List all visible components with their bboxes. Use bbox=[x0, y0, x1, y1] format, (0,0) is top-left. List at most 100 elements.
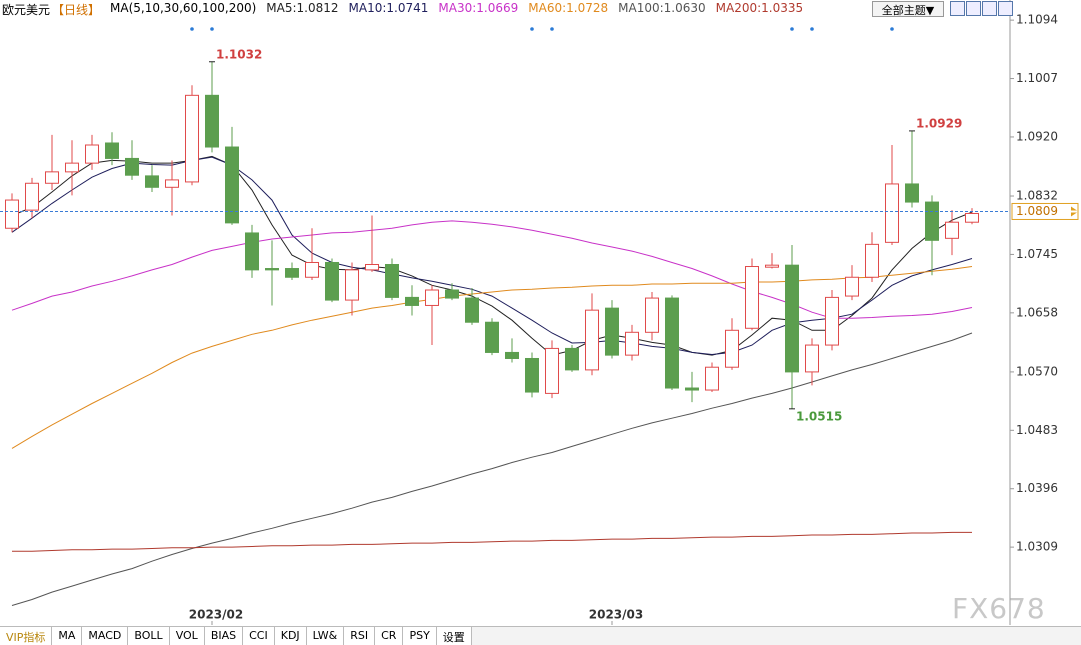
candle-body bbox=[205, 94, 219, 148]
icon-button[interactable] bbox=[982, 1, 997, 16]
candle-body bbox=[845, 276, 859, 297]
indicator-tab[interactable]: RSI bbox=[344, 627, 376, 645]
candle-body bbox=[285, 268, 299, 278]
indicator-tab[interactable]: CR bbox=[375, 627, 404, 645]
candle-body bbox=[785, 264, 799, 373]
legend-entry: MA200:1.0335 bbox=[715, 1, 804, 15]
legend-entry: MA30:1.0669 bbox=[438, 1, 519, 15]
y-tick-label: 1.1007 bbox=[1016, 71, 1058, 85]
candle-body bbox=[165, 179, 179, 188]
event-marker bbox=[530, 27, 534, 31]
candle-body bbox=[905, 183, 919, 203]
candle-body bbox=[505, 351, 519, 359]
y-tick-label: 1.0920 bbox=[1016, 129, 1058, 143]
candle-body bbox=[825, 296, 839, 346]
candle-body bbox=[485, 321, 499, 353]
indicator-tab[interactable]: BIAS bbox=[204, 627, 244, 645]
indicator-tab[interactable]: KDJ bbox=[274, 627, 307, 645]
low-label: 1.0515 bbox=[796, 409, 842, 423]
indicator-tab[interactable]: MA bbox=[52, 627, 83, 645]
y-tick-label: 1.0483 bbox=[1016, 423, 1058, 437]
candle-body bbox=[65, 162, 79, 173]
legend-entry: MA100:1.0630 bbox=[618, 1, 706, 15]
indicator: MA(5,10,30,60,100,200) bbox=[110, 1, 257, 15]
candle-body bbox=[945, 221, 959, 239]
candle-body bbox=[185, 94, 199, 183]
candle-body bbox=[745, 266, 759, 329]
candle-body bbox=[705, 366, 719, 391]
candle-body bbox=[145, 175, 159, 188]
candle-body bbox=[405, 296, 419, 306]
last-price-box bbox=[1011, 202, 1079, 220]
candle-body bbox=[625, 331, 639, 356]
candle-body bbox=[925, 201, 939, 241]
candle-body bbox=[225, 146, 239, 224]
event-marker bbox=[210, 27, 214, 31]
ma-line bbox=[12, 531, 972, 552]
ma-line bbox=[11, 332, 973, 606]
y-tick-label: 1.0832 bbox=[1016, 189, 1058, 203]
theme-button[interactable]: 全部主题▼ bbox=[872, 1, 944, 17]
indicator-tab[interactable]: MACD bbox=[82, 627, 129, 645]
candle-body bbox=[125, 157, 139, 176]
candle-body bbox=[805, 344, 819, 373]
candle-body bbox=[865, 243, 879, 278]
candle-body bbox=[665, 297, 679, 389]
candle-body bbox=[365, 264, 379, 271]
icon-button[interactable] bbox=[966, 1, 981, 16]
candle-body bbox=[765, 264, 779, 268]
last-price-arrow bbox=[1071, 206, 1077, 217]
period[interactable]: 【日线】 bbox=[52, 3, 101, 17]
candle-body bbox=[245, 232, 259, 271]
candle-body bbox=[525, 357, 539, 393]
symbol: 欧元美元 bbox=[2, 3, 51, 17]
candle-body bbox=[585, 309, 599, 371]
indicator-tab[interactable]: PSY bbox=[403, 627, 437, 645]
candle-body bbox=[965, 212, 979, 223]
candle-body bbox=[465, 297, 479, 323]
high-label: 1.0929 bbox=[916, 116, 962, 130]
y-tick-label: 1.0658 bbox=[1016, 305, 1058, 319]
chart: 1.0309 1.0396 1.0483 1.0570 1.0658 1.0745 1.08… bbox=[0, 0, 1079, 625]
legend-entry: MA60:1.0728 bbox=[528, 1, 609, 15]
event-marker bbox=[550, 27, 554, 31]
y-tick-label: 1.0745 bbox=[1016, 247, 1058, 261]
candle-body bbox=[645, 297, 659, 333]
y-tick-label: 1.1094 bbox=[1016, 13, 1058, 27]
candle-body bbox=[265, 268, 279, 271]
event-marker bbox=[810, 27, 814, 31]
candle-body bbox=[565, 347, 579, 371]
candle-body bbox=[725, 329, 739, 368]
candle-body bbox=[105, 142, 119, 159]
candle-body bbox=[545, 347, 559, 394]
candle-body bbox=[85, 144, 99, 164]
ma-line bbox=[11, 266, 973, 449]
icon-button[interactable] bbox=[950, 1, 965, 16]
indicator-tabs: VIP指标 MA MACD BOLL VOL BIAS CCI KDJ LW& RSI CR PSY 设… bbox=[0, 626, 1081, 645]
event-marker bbox=[190, 27, 194, 31]
icon-button[interactable] bbox=[998, 1, 1013, 16]
candle-body bbox=[425, 289, 439, 306]
event-marker bbox=[790, 27, 794, 31]
indicator-tab[interactable]: VIP指标 bbox=[0, 627, 53, 645]
candle-body bbox=[605, 307, 619, 356]
indicator-tab[interactable]: CCI bbox=[243, 627, 275, 645]
candle-body bbox=[385, 264, 399, 298]
candle-body bbox=[325, 261, 339, 301]
indicator-tab[interactable]: BOLL bbox=[128, 627, 170, 645]
y-tick-label: 1.0396 bbox=[1016, 481, 1058, 495]
legend-entry: MA5:1.0812 bbox=[266, 1, 339, 15]
last-price-label: 1.0809 bbox=[1016, 204, 1058, 218]
header: 欧元美元 【日线】 MA(5,10,30,60,100,200) MA5:1.0… bbox=[2, 1, 813, 18]
candle-body bbox=[25, 182, 39, 211]
x-tick-label: 2023/03 bbox=[589, 608, 643, 622]
candle-body bbox=[685, 387, 699, 391]
watermark: FX678 bbox=[952, 592, 1046, 625]
indicator-tab[interactable]: VOL bbox=[169, 627, 205, 645]
indicator-tab[interactable]: 设置 bbox=[436, 627, 472, 645]
indicator-tab[interactable]: LW& bbox=[306, 627, 345, 645]
ma-line bbox=[11, 220, 973, 319]
candle-body bbox=[45, 171, 59, 184]
y-tick-label: 1.0570 bbox=[1016, 364, 1058, 378]
